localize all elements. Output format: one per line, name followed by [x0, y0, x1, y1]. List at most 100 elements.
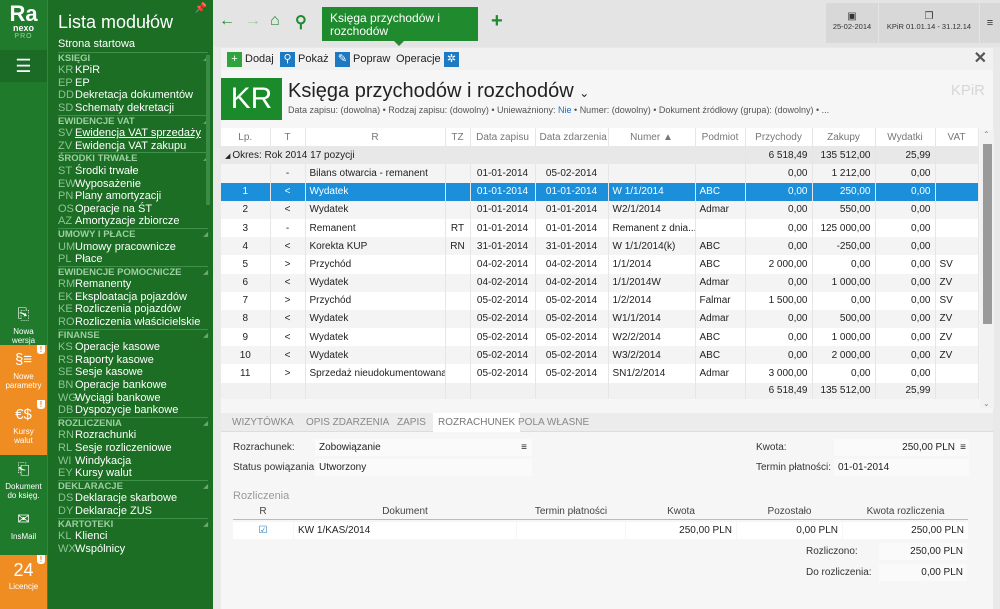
- module-item-ey[interactable]: EY Kursy walut: [58, 467, 208, 480]
- module-item-wg[interactable]: WGWyciągi bankowe: [58, 392, 208, 405]
- module-item-rm[interactable]: RMRemanenty: [58, 278, 208, 291]
- module-item-os[interactable]: OSOperacje na ŚT: [58, 203, 208, 216]
- table-row[interactable]: 5 > Przychód 04-02-2014 04-02-2014 1/1/2014 AB…: [221, 255, 979, 274]
- filter-more[interactable]: ...: [821, 105, 830, 115]
- group-row[interactable]: ◢ Okres: Rok 2014 17 pozycji 6 518,49 135 …: [221, 146, 979, 165]
- filter-value[interactable]: (dowolny): [449, 105, 489, 115]
- new-tab-plus-icon[interactable]: +: [491, 10, 503, 32]
- more-menu-icon[interactable]: ≡: [980, 3, 1000, 43]
- forward-arrow-icon[interactable]: →: [245, 12, 261, 29]
- search-icon[interactable]: ⚲: [295, 14, 307, 31]
- table-row[interactable]: 8 < Wydatek 05-02-2014 05-02-2014 W1/1/2014 Ad…: [221, 309, 979, 329]
- module-item-db[interactable]: DB Dyspozycje bankowe: [58, 404, 208, 417]
- table-row[interactable]: 1 < Wydatek 01-01-2014 01-01-2014 W 1/1/2014 A…: [221, 182, 979, 201]
- module-item-rs[interactable]: RS Raporty kasowe: [58, 354, 208, 367]
- module-item-ew[interactable]: EWWyposażenie: [58, 178, 208, 191]
- tab-zapis[interactable]: ZAPIS: [397, 417, 426, 428]
- module-section-header[interactable]: ŚRODKI TRWAŁE: [58, 152, 208, 166]
- table-row[interactable]: 10 < Wydatek 05-02-2014 05-02-2014 W3/2/2014 A…: [221, 346, 979, 365]
- module-section-header[interactable]: FINANSE: [58, 328, 208, 342]
- module-item-um[interactable]: UMUmowy pracownicze: [58, 241, 208, 254]
- module-section-header[interactable]: KSIĘGI: [58, 51, 208, 65]
- filter-summary[interactable]: Data zapisu: (dowolna) • Rodzaj zapisu: …: [288, 105, 830, 115]
- operations-button[interactable]: Operacje: [396, 53, 441, 65]
- column-header[interactable]: TZ: [445, 128, 471, 147]
- module-item-ep[interactable]: EP EP: [58, 77, 208, 90]
- module-section-header[interactable]: DEKLARACJE: [58, 479, 208, 493]
- module-item-wx[interactable]: WXWspólnicy: [58, 543, 208, 556]
- table-row[interactable]: - Bilans otwarcia - remanent 01-01-2014 05-…: [221, 164, 979, 183]
- back-arrow-icon[interactable]: ←: [219, 12, 235, 29]
- scroll-down-icon[interactable]: ⌄: [983, 399, 990, 408]
- tile-insmail[interactable]: ✉ InsMail: [0, 505, 47, 555]
- tab-wizytówka[interactable]: WIZYTÓWKA: [232, 417, 294, 428]
- module-item-dy[interactable]: DY Deklaracje ZUS: [58, 505, 208, 518]
- tile-nowe[interactable]: §≡ Nowe parametry!: [0, 345, 47, 400]
- module-section-header[interactable]: EWIDENCJE POMOCNICZE: [58, 265, 208, 279]
- module-item-bn[interactable]: BN Operacje bankowe: [58, 379, 208, 392]
- module-section-header[interactable]: EWIDENCJE VAT: [58, 114, 208, 128]
- column-header[interactable]: Data zapisu: [470, 128, 536, 147]
- tile-dokument[interactable]: ⎗ Dokument do księg.: [0, 455, 47, 505]
- home-icon[interactable]: ⌂: [270, 12, 280, 29]
- module-item-st[interactable]: ST Środki trwałe: [58, 165, 208, 178]
- module-item-pl[interactable]: PL Płace: [58, 253, 208, 266]
- filter-value[interactable]: Nie: [558, 105, 572, 115]
- settings-button[interactable]: ✲: [444, 51, 462, 67]
- module-list-scrollbar[interactable]: [206, 55, 210, 205]
- filter-value[interactable]: (dowolny): [774, 105, 814, 115]
- column-header[interactable]: Wydatki: [875, 128, 936, 147]
- close-icon[interactable]: ✕: [973, 50, 987, 67]
- rozliczenie-kwota-rozliczenia[interactable]: 250,00 PLN: [843, 522, 968, 539]
- column-header[interactable]: R: [305, 128, 446, 147]
- rozrachunek-select[interactable]: Zobowiązanie ≡: [315, 439, 532, 456]
- module-item-kl[interactable]: KL Klienci: [58, 530, 208, 543]
- module-section-header[interactable]: ROZLICZENIA: [58, 416, 208, 430]
- show-button[interactable]: ⚲ Pokaż: [280, 51, 329, 67]
- module-item-se[interactable]: SE Sesje kasowe: [58, 366, 208, 379]
- table-row[interactable]: 9 < Wydatek 05-02-2014 05-02-2014 W2/2/2014 AB…: [221, 328, 979, 347]
- filter-value[interactable]: (dowolna): [340, 105, 381, 115]
- column-header[interactable]: VAT: [935, 128, 979, 147]
- table-scrollbar[interactable]: ⌃ ⌄: [980, 130, 994, 408]
- termin-field[interactable]: 01-01-2014: [834, 459, 969, 476]
- pin-icon[interactable]: 📌: [194, 3, 207, 14]
- table-row[interactable]: 3- Remanent RT 01-01-2014 01-01-2014 Remanent…: [221, 218, 979, 238]
- column-header[interactable]: Podmiot: [695, 128, 746, 147]
- column-header[interactable]: Lp.: [221, 128, 271, 147]
- tab-opis-zdarzenia[interactable]: OPIS ZDARZENIA: [306, 417, 390, 428]
- module-item-kr[interactable]: KR KPiR: [58, 64, 208, 77]
- period-button[interactable]: ❐ KPiR 01.01.14 - 31.12.14: [879, 3, 979, 43]
- module-item-ek[interactable]: EK Eksploatacja pojazdów: [58, 291, 208, 304]
- table-row[interactable]: 7 > Przychód 05-02-2014 05-02-2014 1/2/2014 Fa…: [221, 291, 979, 310]
- column-header[interactable]: Numer ▲: [608, 128, 696, 147]
- module-item-rn[interactable]: RNRozrachunki: [58, 429, 208, 442]
- table-row[interactable]: 2 < Wydatek 01-01-2014 01-01-2014 W2/1/2014 Ad…: [221, 200, 979, 219]
- open-tab-kpir[interactable]: Księga przychodów i rozchodów: [322, 7, 478, 46]
- module-section-header[interactable]: KARTOTEKI: [58, 517, 208, 531]
- add-button[interactable]: + Dodaj: [227, 51, 274, 67]
- settle-checkbox[interactable]: ☑: [233, 522, 293, 539]
- filter-value[interactable]: (dowolny): [611, 105, 651, 115]
- kwota-field[interactable]: 250,00 PLN ≡: [834, 439, 969, 456]
- module-item-ks[interactable]: KS Operacje kasowe: [58, 341, 208, 354]
- page-title[interactable]: Księga przychodów i rozchodów ⌄: [288, 80, 589, 103]
- module-section-header[interactable]: UMOWY I PŁACE: [58, 227, 208, 241]
- tile-nowa[interactable]: ⎘ Nowa wersja: [0, 300, 47, 345]
- tab-pola-własne[interactable]: POLA WŁASNE: [518, 417, 590, 428]
- module-item-sd[interactable]: SD Schematy dekretacji: [58, 102, 208, 115]
- module-item-dd[interactable]: DDDekretacja dokumentów: [58, 89, 208, 102]
- menu-toggle-button[interactable]: ☰: [0, 50, 47, 82]
- tab-rozrachunek[interactable]: ROZRACHUNEK: [433, 413, 521, 432]
- module-item-ke[interactable]: KE Rozliczenia pojazdów: [58, 303, 208, 316]
- module-item-ro[interactable]: RORozliczenia właścicielskie: [58, 316, 208, 329]
- module-item-zv[interactable]: ZV Ewidencja VAT zakupu: [58, 140, 208, 153]
- module-item-sv[interactable]: SV Ewidencja VAT sprzedaży: [58, 127, 208, 140]
- edit-button[interactable]: ✎ Popraw: [335, 51, 390, 67]
- table-row[interactable]: 4 < Korekta KUP RN 31-01-2014 31-01-2014 W 1/1…: [221, 237, 979, 256]
- date-button[interactable]: ▣ 25-02-2014: [826, 3, 878, 43]
- module-item-ds[interactable]: DS Deklaracje skarbowe: [58, 492, 208, 505]
- table-row[interactable]: 11 > Sprzedaż nieudokumentowana 05-02-2014 0…: [221, 364, 979, 383]
- scroll-thumb[interactable]: [983, 144, 992, 324]
- tile-kursy[interactable]: €$ Kursy walut!: [0, 400, 47, 455]
